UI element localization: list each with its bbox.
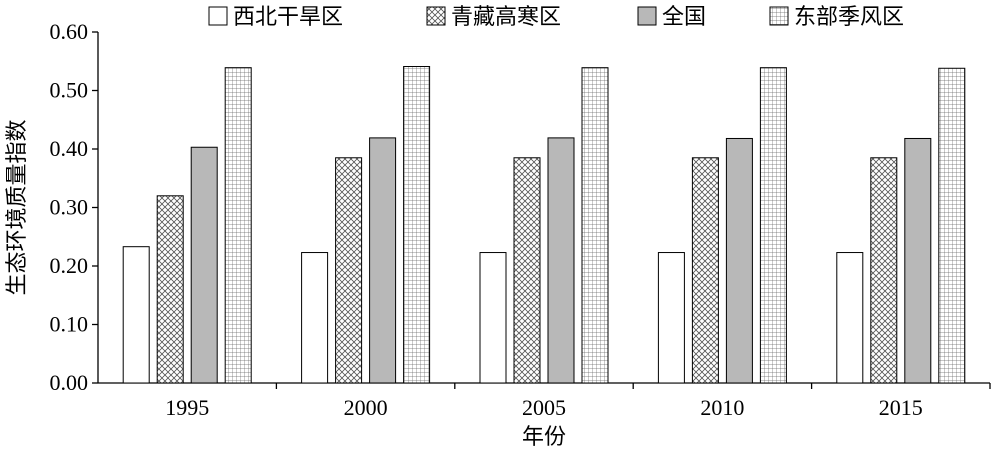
bar-2015-0 xyxy=(836,252,864,384)
y-tick-label: 0.40 xyxy=(50,136,89,161)
bar-1995-2 xyxy=(190,146,218,384)
bar-1995-3 xyxy=(224,67,252,384)
legend-swatch xyxy=(426,6,446,26)
legend-swatch xyxy=(769,6,789,26)
bar-2010-2 xyxy=(725,137,753,384)
x-tick-label: 2015 xyxy=(879,395,923,420)
x-tick-label: 2005 xyxy=(522,395,566,420)
legend-label: 全国 xyxy=(662,5,706,30)
bar-2005-1 xyxy=(513,157,541,384)
y-tick-label: 0.50 xyxy=(50,78,89,103)
legend-swatch xyxy=(208,6,228,26)
bar-2000-1 xyxy=(335,157,363,384)
y-tick-label: 0.00 xyxy=(50,370,89,395)
bar-2015-3 xyxy=(938,67,966,384)
bar-2010-3 xyxy=(759,67,787,384)
bar-2005-3 xyxy=(581,67,609,384)
bar-2005-2 xyxy=(547,137,575,384)
legend-label: 青藏高寒区 xyxy=(451,5,561,30)
bar-2010-1 xyxy=(691,157,719,384)
bar-2005-0 xyxy=(479,252,507,384)
y-tick-label: 0.60 xyxy=(50,19,89,44)
x-tick-label: 1995 xyxy=(165,395,209,420)
x-tick-label: 2010 xyxy=(700,395,744,420)
axis-labels: 0.00 0.10 0.20 0.30 0.40 0.50 0.60 1995 2000 2005… xyxy=(5,19,923,450)
bar-1995-0 xyxy=(122,246,150,384)
x-tick-label: 2000 xyxy=(344,395,388,420)
y-tick-label: 0.20 xyxy=(50,253,89,278)
x-axis-title: 年份 xyxy=(522,425,566,450)
y-tick-label: 0.10 xyxy=(50,312,89,337)
bar-2000-0 xyxy=(301,252,329,384)
y-tick-label: 0.30 xyxy=(50,195,89,220)
bar-2015-1 xyxy=(870,157,898,384)
legend-label: 东部季风区 xyxy=(794,5,904,30)
legend-swatch xyxy=(637,6,657,26)
bar-2000-3 xyxy=(403,66,431,384)
legend: 西北干旱区 青藏高寒区 全国 东部季风区 xyxy=(208,5,904,30)
y-axis-title: 生态环境质量指数 xyxy=(5,119,30,295)
bars xyxy=(122,66,966,384)
bar-2015-2 xyxy=(904,137,932,384)
legend-label: 西北干旱区 xyxy=(233,5,343,30)
bar-2010-0 xyxy=(657,252,685,384)
bar-2000-2 xyxy=(369,137,397,384)
bar-1995-1 xyxy=(156,195,184,384)
